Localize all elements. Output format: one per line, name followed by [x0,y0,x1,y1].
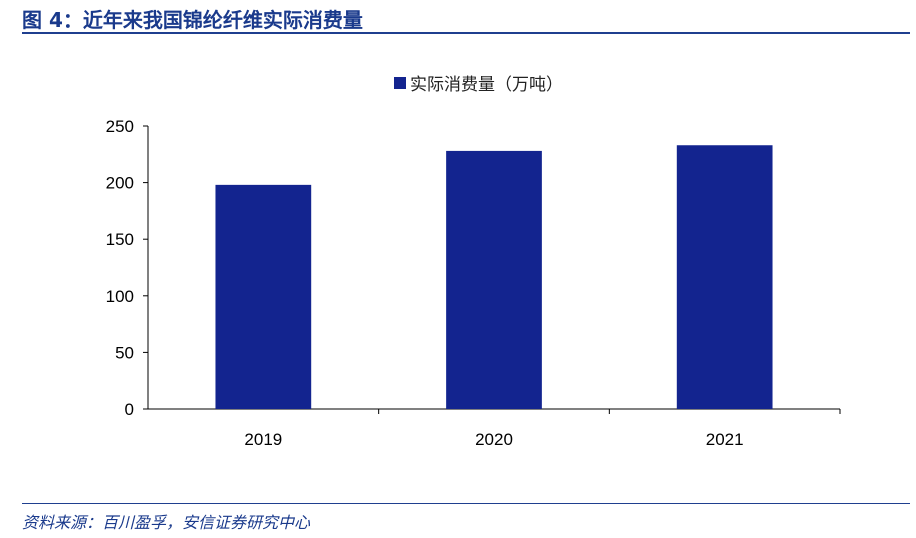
chart-legend: 实际消费量（万吨） [394,70,563,95]
legend-label: 实际消费量（万吨） [410,75,563,95]
y-tick-label: 100 [106,287,134,306]
y-tick-label: 0 [125,400,134,419]
legend-swatch [394,76,406,89]
bar-2020 [446,150,542,410]
bar-chart: 0 50 100 150 200 250 2019 2020 2021 [106,117,841,449]
bar-2019 [215,184,312,409]
y-tick-label: 250 [106,117,134,136]
figure-title: 图 4：近年来我国锦纶纤维实际消费量 [22,8,363,32]
title-underline [22,32,910,34]
bar-2021 [676,145,773,409]
source-note: 资料来源：百川盈孚，安信证券研究中心 [22,513,311,532]
y-tick-label: 150 [106,230,134,249]
footer-rule [22,503,910,504]
y-tick-label: 50 [115,343,134,362]
x-tick-label: 2020 [475,430,513,449]
y-tick-label: 200 [106,174,134,193]
x-tick-label: 2021 [706,430,744,449]
x-tick-label: 2019 [244,430,282,449]
